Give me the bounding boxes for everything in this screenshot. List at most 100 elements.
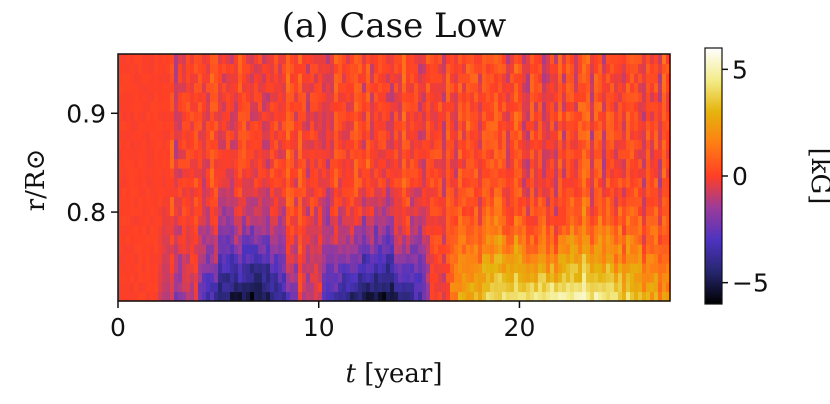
heatmap-cell: [150, 272, 155, 283]
heatmap-cell: [466, 225, 471, 236]
heatmap-cell: [242, 244, 247, 255]
heatmap-cell: [574, 234, 579, 245]
heatmap-cell: [346, 263, 351, 274]
heatmap-cell: [550, 54, 555, 65]
heatmap-cell: [510, 101, 515, 112]
heatmap-cell: [118, 244, 123, 255]
heatmap-cell: [130, 206, 135, 217]
heatmap-cell: [302, 158, 307, 169]
heatmap-cell: [462, 234, 467, 245]
heatmap-cell: [458, 168, 463, 179]
heatmap-cell: [198, 120, 203, 131]
heatmap-cell: [250, 177, 255, 188]
heatmap-cell: [198, 111, 203, 122]
heatmap-cell: [318, 234, 323, 245]
heatmap-cell: [298, 177, 303, 188]
heatmap-cell: [542, 158, 547, 169]
heatmap-cell: [254, 101, 259, 112]
heatmap-cell: [630, 253, 635, 264]
heatmap-cell: [342, 130, 347, 141]
heatmap-cell: [266, 253, 271, 264]
heatmap-cell: [630, 187, 635, 198]
heatmap-cell: [558, 272, 563, 283]
heatmap-cell: [510, 139, 515, 150]
heatmap-cell: [654, 187, 659, 198]
heatmap-cell: [366, 272, 371, 283]
heatmap-cell: [258, 111, 263, 122]
heatmap-cell: [462, 82, 467, 93]
heatmap-cell: [514, 177, 519, 188]
heatmap-cell: [598, 120, 603, 131]
heatmap-cell: [282, 253, 287, 264]
heatmap-cell: [222, 63, 227, 74]
heatmap-cell: [610, 225, 615, 236]
heatmap-cell: [198, 253, 203, 264]
heatmap-cell: [234, 54, 239, 65]
heatmap-cell: [662, 225, 667, 236]
heatmap-cell: [610, 130, 615, 141]
heatmap-cell: [118, 130, 123, 141]
heatmap-cell: [406, 215, 411, 226]
heatmap-cell: [250, 196, 255, 207]
heatmap-cell: [334, 130, 339, 141]
heatmap-cell: [658, 253, 663, 264]
heatmap-cell: [142, 206, 147, 217]
heatmap-cell: [574, 139, 579, 150]
heatmap-cell: [322, 54, 327, 65]
heatmap-cell: [426, 253, 431, 264]
heatmap-cell: [438, 82, 443, 93]
heatmap-cell: [222, 234, 227, 245]
heatmap-cell: [510, 149, 515, 160]
heatmap-cell: [214, 101, 219, 112]
heatmap-cell: [306, 73, 311, 84]
heatmap-cell: [442, 168, 447, 179]
heatmap-cell: [486, 101, 491, 112]
heatmap-cell: [398, 101, 403, 112]
heatmap-cell: [198, 149, 203, 160]
heatmap-cell: [574, 263, 579, 274]
heatmap-cell: [638, 168, 643, 179]
heatmap-cell: [566, 263, 571, 274]
heatmap-cell: [278, 244, 283, 255]
x-axis: 0 10 20: [110, 301, 535, 342]
heatmap-cell: [278, 139, 283, 150]
heatmap-cell: [370, 63, 375, 74]
heatmap-cell: [370, 177, 375, 188]
heatmap-cell: [410, 139, 415, 150]
heatmap-cell: [382, 120, 387, 131]
heatmap-cell: [178, 130, 183, 141]
heatmap-cell: [326, 291, 331, 302]
heatmap-cell: [558, 225, 563, 236]
heatmap-cell: [606, 92, 611, 103]
heatmap-cell: [530, 158, 535, 169]
heatmap-cell: [546, 130, 551, 141]
heatmap-cell: [658, 206, 663, 217]
heatmap-cell: [166, 101, 171, 112]
heatmap-cell: [382, 130, 387, 141]
heatmap-cell: [506, 272, 511, 283]
heatmap-cell: [350, 196, 355, 207]
heatmap-cell: [390, 120, 395, 131]
heatmap-cell: [618, 272, 623, 283]
heatmap-cell: [358, 63, 363, 74]
heatmap-cell: [538, 73, 543, 84]
heatmap-cell: [330, 225, 335, 236]
heatmap-cell: [602, 111, 607, 122]
heatmap-cell: [654, 282, 659, 293]
heatmap-cell: [150, 54, 155, 65]
heatmap-cell: [414, 196, 419, 207]
heatmap-cell: [494, 82, 499, 93]
heatmap-cell: [650, 187, 655, 198]
heatmap-cell: [522, 63, 527, 74]
heatmap-cell: [298, 120, 303, 131]
heatmap-cell: [426, 234, 431, 245]
heatmap-cell: [242, 177, 247, 188]
heatmap-cell: [194, 253, 199, 264]
heatmap-cell: [346, 82, 351, 93]
heatmap-cell: [126, 139, 131, 150]
heatmap-cell: [406, 282, 411, 293]
heatmap-cell: [542, 168, 547, 179]
heatmap-cell: [286, 73, 291, 84]
heatmap-cell: [390, 225, 395, 236]
heatmap-cell: [526, 225, 531, 236]
